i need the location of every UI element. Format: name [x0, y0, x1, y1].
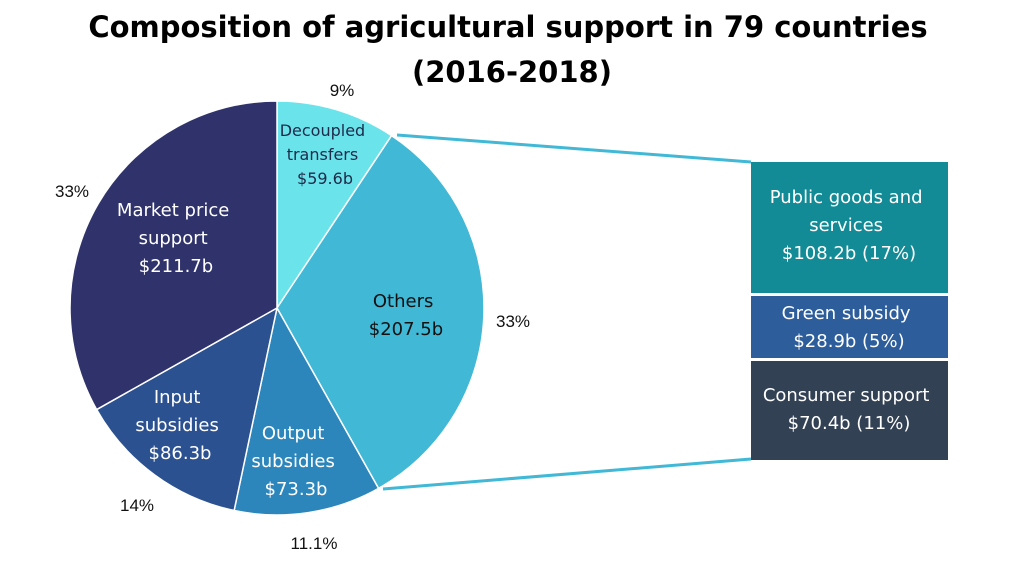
output-value: $73.3b [265, 479, 328, 500]
breakdown-box-consumer-support [751, 361, 948, 460]
slice-label-input: Input subsidies $86.3b [135, 387, 224, 464]
market-price-value: $211.7b [139, 256, 213, 277]
slice-labels: Market price support $211.7b Decoupled t… [117, 121, 443, 500]
others-name: Others [373, 291, 434, 312]
input-name-line-1: Input [154, 387, 201, 408]
percent-labels: 33% 9% 33% 11.1% 14% [55, 81, 530, 553]
public-goods-name-line-2: services [809, 215, 883, 236]
slice-others [276, 134, 485, 490]
others-breakdown: Public goods and services $108.2b (17%) … [751, 162, 948, 460]
decoupled-value: $59.6b [297, 169, 353, 188]
chart-title-line-1: Composition of agricultural support in 7… [88, 10, 927, 44]
input-name-line-2: subsidies [135, 415, 218, 436]
green-subsidy-value: $28.9b (5%) [793, 331, 904, 352]
pie-slices [69, 100, 485, 516]
slice-market-price [69, 100, 278, 411]
market-price-name-line-1: Market price [117, 200, 229, 221]
slice-decoupled-transfers [276, 100, 393, 311]
pct-input: 14% [120, 496, 154, 515]
decoupled-name-line-1: Decoupled [280, 121, 366, 140]
breakdown-label-green-subsidy: Green subsidy $28.9b (5%) [782, 303, 917, 352]
output-name-line-1: Output [262, 423, 325, 444]
pct-output: 11.1% [291, 534, 338, 553]
output-name-line-2: subsidies [251, 451, 334, 472]
slice-label-decoupled: Decoupled transfers $59.6b [280, 121, 371, 188]
breakdown-box-green-subsidy [751, 296, 948, 358]
slice-label-others: Others $207.5b [369, 291, 443, 340]
slice-label-market-price: Market price support $211.7b [117, 200, 235, 277]
pct-market-price: 33% [55, 182, 89, 201]
input-value: $86.3b [149, 443, 212, 464]
public-goods-name-line-1: Public goods and [770, 187, 923, 208]
others-value: $207.5b [369, 319, 443, 340]
public-goods-value: $108.2b (17%) [782, 243, 916, 264]
breakdown-label-consumer-support: Consumer support $70.4b (11%) [763, 385, 935, 434]
connector-line-top [396, 133, 752, 164]
pct-others: 33% [496, 312, 530, 331]
slice-output-subsidies [233, 305, 380, 516]
market-price-name-line-2: support [139, 228, 208, 249]
breakdown-label-public-goods: Public goods and services $108.2b (17%) [770, 187, 929, 264]
slice-input-subsidies [95, 306, 279, 512]
connector-line-bottom [382, 457, 752, 491]
decoupled-name-line-2: transfers [287, 145, 359, 164]
pct-decoupled: 9% [330, 81, 355, 100]
breakdown-box-public-goods [751, 162, 948, 293]
chart-title-line-2: (2016-2018) [412, 55, 612, 89]
slice-label-output: Output subsidies $73.3b [251, 423, 340, 500]
green-subsidy-name: Green subsidy [782, 303, 911, 324]
consumer-support-value: $70.4b (11%) [788, 413, 911, 434]
consumer-support-name: Consumer support [763, 385, 930, 406]
